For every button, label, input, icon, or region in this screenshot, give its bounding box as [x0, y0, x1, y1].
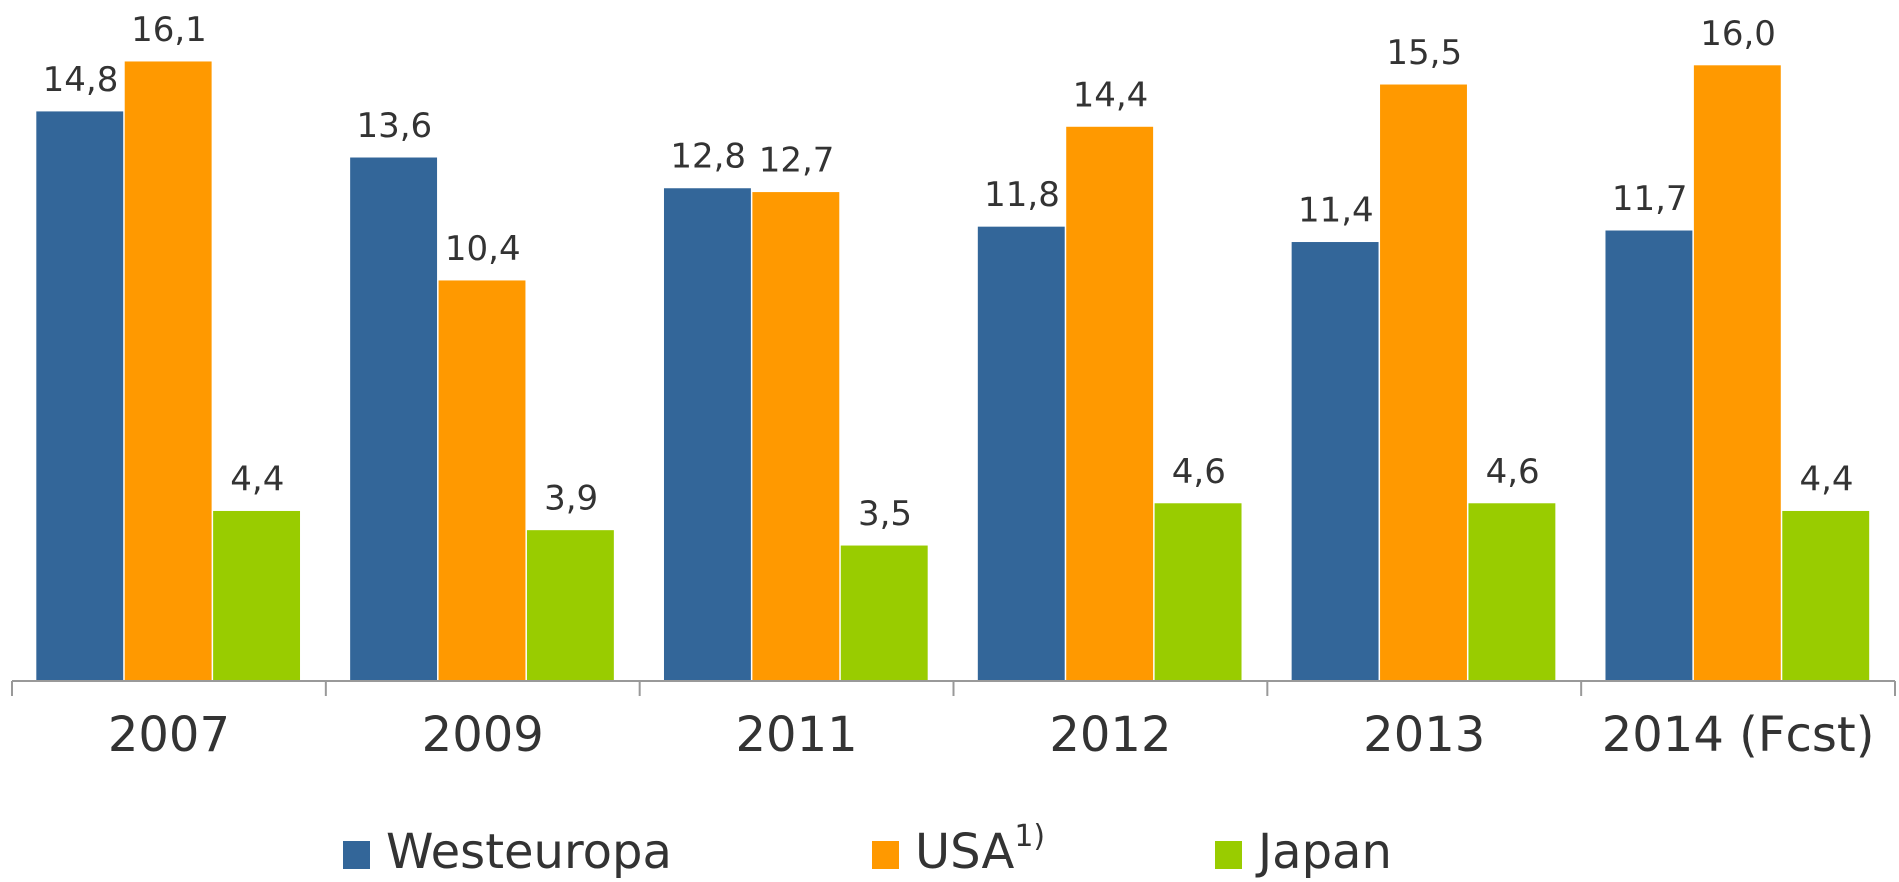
value-label: 14,4 [1073, 75, 1149, 115]
value-label: 4,6 [1486, 452, 1540, 492]
value-label: 3,5 [858, 494, 912, 534]
value-label: 16,0 [1700, 14, 1776, 54]
x-tick-label: 2014 (Fcst) [1602, 707, 1875, 763]
value-label: 12,8 [670, 137, 746, 177]
bar [1605, 230, 1693, 680]
value-label: 4,6 [1172, 452, 1226, 492]
value-label: 10,4 [445, 229, 521, 269]
legend-label: Westeuropa [386, 824, 672, 880]
value-label: 14,8 [43, 60, 119, 100]
value-label: 11,8 [984, 175, 1060, 215]
legend-name: USA [915, 824, 1014, 880]
bar [663, 188, 751, 680]
bar [752, 192, 840, 680]
bar [213, 510, 301, 680]
value-label: 3,9 [544, 479, 598, 519]
bar [124, 61, 212, 680]
legend-swatch [1215, 841, 1242, 869]
value-label: 15,5 [1386, 33, 1462, 73]
bar [977, 226, 1065, 680]
bar [350, 157, 438, 680]
bar [1291, 242, 1379, 680]
x-tick-label: 2012 [1049, 707, 1171, 763]
bar [1468, 503, 1556, 680]
bar [438, 280, 526, 680]
value-label: 13,6 [356, 106, 432, 146]
bar [1154, 503, 1242, 680]
bar [36, 111, 124, 681]
legend-swatch [872, 841, 899, 869]
bar [526, 530, 614, 680]
bar [1782, 510, 1870, 680]
legend-label: Japan [1255, 824, 1392, 880]
x-tick-label: 2011 [736, 707, 858, 763]
bar [1066, 126, 1154, 680]
legend-swatch [343, 841, 370, 869]
bar [840, 545, 928, 680]
value-label: 12,7 [759, 141, 835, 181]
value-label: 4,4 [1799, 459, 1853, 499]
legend-name: Westeuropa [386, 824, 672, 880]
legend-name: Japan [1255, 824, 1392, 880]
value-label: 11,7 [1612, 179, 1688, 219]
x-tick-label: 2007 [108, 707, 230, 763]
value-label: 4,4 [230, 459, 284, 499]
x-tick-label: 2013 [1363, 707, 1485, 763]
legend-label: USA1) [915, 819, 1045, 881]
legend-footnote: 1) [1014, 819, 1045, 854]
bar [1380, 84, 1467, 680]
bar [1693, 65, 1781, 681]
x-tick-label: 2009 [422, 707, 544, 763]
value-label: 16,1 [131, 10, 207, 50]
value-label: 11,4 [1298, 191, 1374, 231]
